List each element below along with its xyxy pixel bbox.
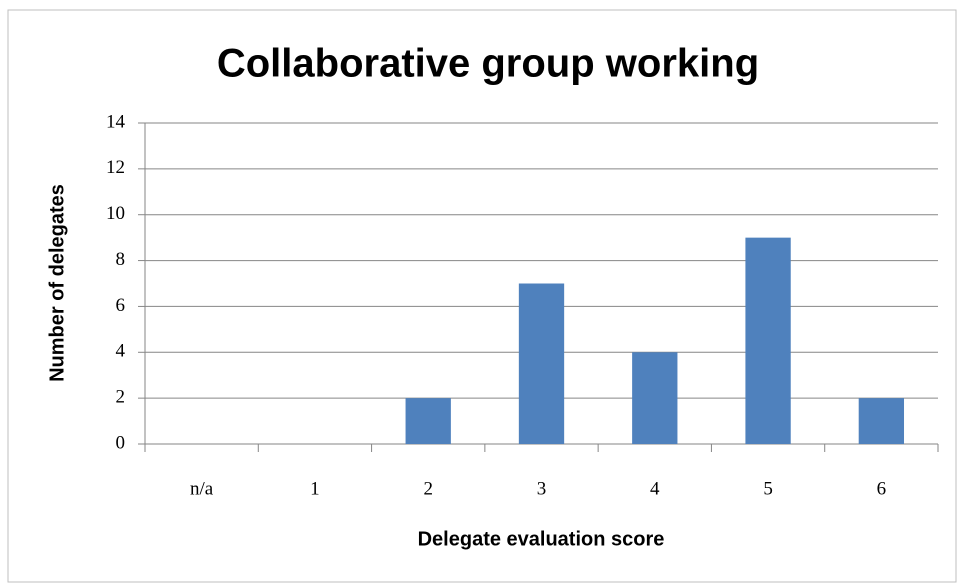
x-tick-label: 1: [310, 478, 320, 499]
y-tick-label: 2: [116, 387, 126, 408]
x-tick-label: 6: [877, 478, 887, 499]
y-tick-label: 14: [106, 111, 126, 132]
y-axis-title: Number of delegates: [46, 184, 68, 382]
bar: [632, 352, 678, 444]
x-tick-label: 4: [650, 478, 660, 499]
bar: [518, 283, 565, 444]
y-tick-label: 4: [116, 341, 126, 362]
x-tick-label: 2: [423, 478, 433, 499]
y-tick-label: 8: [116, 249, 126, 270]
x-tick-label: n/a: [190, 478, 214, 499]
x-tick-label: 5: [763, 478, 773, 499]
y-tick-label: 10: [106, 203, 125, 224]
bar: [858, 398, 905, 444]
x-tick-label: 3: [537, 478, 547, 499]
y-tick-label: 12: [106, 157, 125, 178]
bar: [405, 398, 451, 444]
y-tick-label: 6: [116, 295, 126, 316]
x-axis-title: Delegate evaluation score: [418, 528, 665, 550]
y-tick-label: 0: [116, 432, 126, 453]
chart-border: [7, 9, 957, 583]
chart-title: Collaborative group working: [217, 42, 759, 86]
bar: [745, 237, 791, 444]
